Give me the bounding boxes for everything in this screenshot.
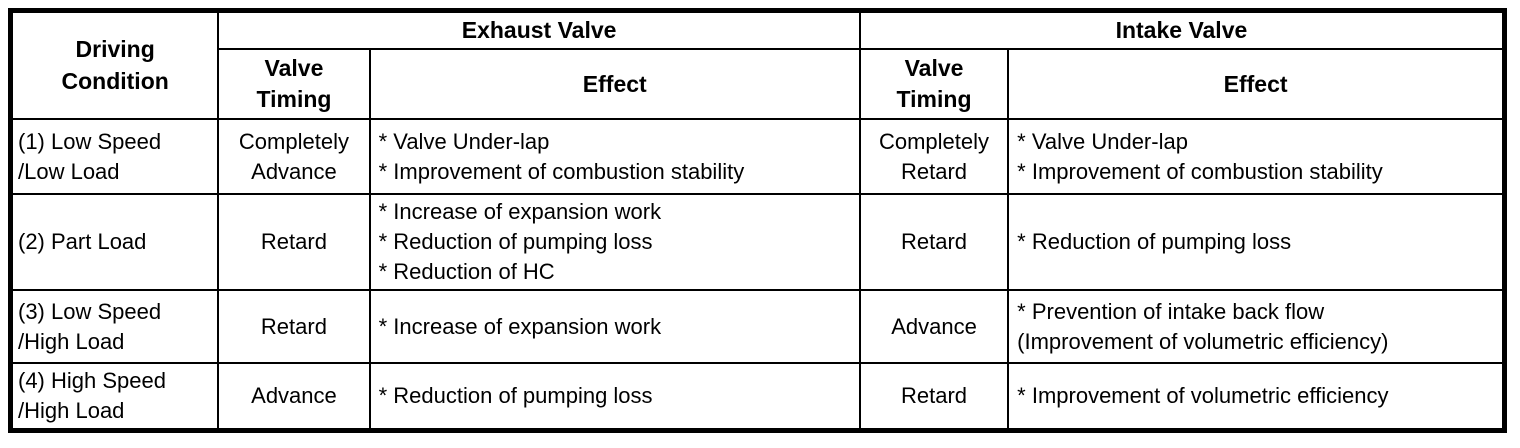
row4-intake-effect-cell: * Improvement of volumetric efficiency [1007, 362, 1506, 432]
row1-exhaust-timing-cell: Completely Advance [217, 118, 371, 196]
header-driving-condition: Driving Condition [9, 9, 220, 121]
row2-exhaust-effect-cell: * Increase of expansion work * Reduction… [368, 193, 861, 292]
table-row-part-load: (2) Part Load Retard * Increase of expan… [9, 193, 1506, 292]
header-intake-valve-timing: Valve Timing [858, 48, 1010, 121]
row2-intake-timing-cell: Retard [858, 193, 1010, 292]
row3-intake-timing-cell: Advance [858, 289, 1010, 365]
row3-exhaust-effect-cell: * Increase of expansion work [368, 289, 861, 365]
header-intake-valve: Intake Valve [858, 9, 1506, 51]
table-row-high-speed-high-load: (4) High Speed /High Load Advance * Redu… [9, 362, 1506, 432]
row2-intake-effect-cell: * Reduction of pumping loss [1007, 193, 1506, 292]
row4-exhaust-effect-cell: * Reduction of pumping loss [368, 362, 861, 432]
header-exhaust-valve-timing: Valve Timing [217, 48, 371, 121]
header-exhaust-effect: Effect [368, 48, 861, 121]
row3-condition-cell: (3) Low Speed /High Load [9, 289, 220, 365]
row1-exhaust-effect-cell: * Valve Under-lap * Improvement of combu… [368, 118, 861, 196]
valve-timing-effect-table: Driving Condition Exhaust Valve Intake V… [8, 8, 1507, 434]
row4-intake-timing-cell: Retard [858, 362, 1010, 432]
row4-exhaust-timing-cell: Advance [217, 362, 371, 432]
row2-condition-cell: (2) Part Load [9, 193, 220, 292]
header-driving-condition-line2: Condition [61, 67, 169, 94]
row2-exhaust-timing-cell: Retard [217, 193, 371, 292]
row1-intake-timing-cell: Completely Retard [858, 118, 1010, 196]
row3-intake-effect-cell: * Prevention of intake back flow (Improv… [1007, 289, 1506, 365]
header-intake-effect: Effect [1007, 48, 1506, 121]
table-row-low-speed-low-load: (1) Low Speed /Low Load Completely Advan… [9, 118, 1506, 196]
row3-exhaust-timing-cell: Retard [217, 289, 371, 365]
row4-condition-cell: (4) High Speed /High Load [9, 362, 220, 432]
header-driving-condition-line1: Driving [75, 36, 155, 63]
row1-condition-cell: (1) Low Speed /Low Load [9, 118, 220, 196]
table-row-low-speed-high-load: (3) Low Speed /High Load Retard * Increa… [9, 289, 1506, 365]
row1-intake-effect-cell: * Valve Under-lap * Improvement of combu… [1007, 118, 1506, 196]
header-exhaust-valve: Exhaust Valve [217, 9, 861, 51]
